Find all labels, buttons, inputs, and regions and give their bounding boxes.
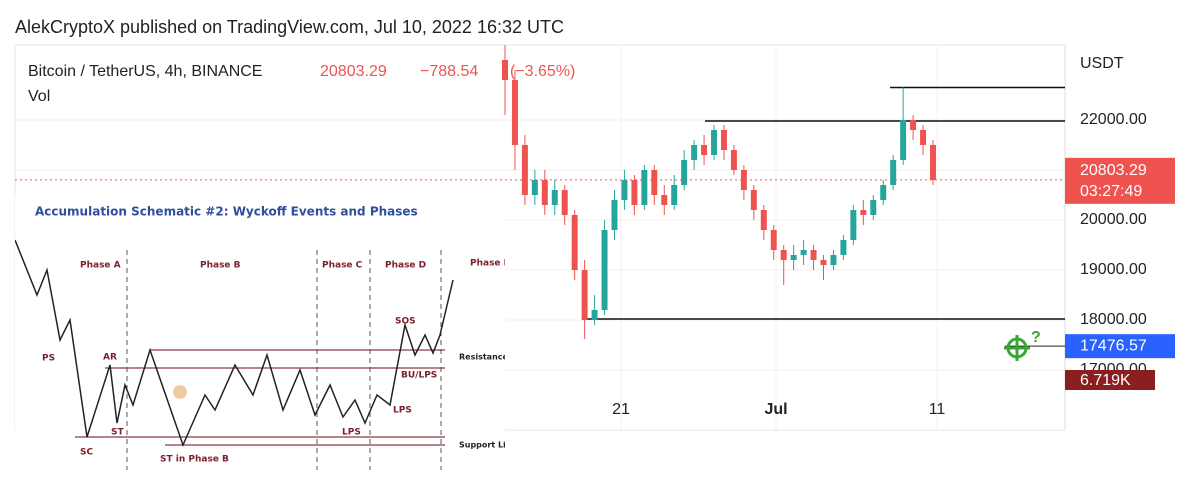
phase-label: Phase A — [80, 261, 121, 271]
y-tick-label: 19000.00 — [1080, 261, 1147, 278]
event: SOS — [395, 317, 416, 327]
event: ST — [111, 428, 124, 438]
last-price-label: 20803.29 — [1080, 162, 1147, 179]
candle-body — [830, 255, 837, 265]
x-tick-label: 21 — [612, 401, 630, 418]
candle-body — [621, 180, 628, 200]
candle-body — [502, 60, 508, 80]
candle-body — [770, 230, 777, 250]
event: ST in Phase B — [160, 455, 229, 465]
candle-body — [720, 130, 727, 150]
phase-label: Phase B — [200, 261, 241, 271]
candle-body — [631, 180, 638, 205]
candle-body — [601, 230, 608, 310]
candle-body — [591, 310, 598, 320]
change: −788.54 — [420, 63, 478, 80]
candle-body — [651, 170, 658, 195]
last-price: 20803.29 — [320, 63, 387, 80]
candle-body — [581, 270, 588, 320]
candle-body — [611, 200, 618, 230]
currency: USDT — [1080, 55, 1124, 72]
candle-body — [681, 160, 688, 185]
cursor-price-label: 17476.57 — [1080, 337, 1147, 354]
candle-body — [780, 250, 787, 260]
candle-body — [760, 210, 767, 230]
candle-body — [511, 80, 518, 145]
wyckoff-overlay: Accumulation Schematic #2: Wyckoff Event… — [14, 195, 535, 475]
publisher: AlekCryptoX published on TradingView.com… — [15, 17, 564, 37]
volume-label: 6.719K — [1080, 372, 1131, 389]
event: SC — [80, 448, 93, 458]
y-tick-label: 22000.00 — [1080, 111, 1147, 128]
candle-body — [880, 185, 887, 200]
candle-body — [521, 145, 528, 195]
event: BU/LPS — [401, 371, 437, 381]
volume-title: Vol — [28, 88, 50, 105]
candle-body — [531, 180, 538, 195]
event: LPS — [393, 406, 412, 416]
x-tick-label: Jul — [764, 401, 787, 418]
y-tick-label: 20000.00 — [1080, 211, 1147, 228]
last-price-box — [1065, 157, 1175, 204]
candle-body — [571, 215, 578, 270]
candle-body — [551, 190, 558, 205]
candle-body — [711, 130, 718, 155]
svg-text:?: ? — [1031, 329, 1041, 346]
candle-body — [750, 190, 757, 210]
event: LPS — [342, 428, 361, 438]
candle-body — [920, 130, 927, 145]
candle-body — [840, 240, 847, 255]
candle-body — [701, 145, 708, 155]
volume-box — [1065, 370, 1155, 390]
x-tick-label: 11 — [929, 401, 946, 418]
candle-body — [671, 185, 678, 205]
symbol: Bitcoin / TetherUS, 4h, BINANCE — [28, 63, 262, 80]
hand-icon — [173, 385, 187, 399]
crosshair-icon: ? — [1004, 329, 1041, 361]
candle-body — [800, 250, 807, 255]
candle-body — [850, 210, 857, 240]
resistance-label: Resistance Lines — [459, 353, 505, 362]
change-pct: (−3.65%) — [510, 63, 575, 80]
candle-body — [910, 120, 917, 130]
cursor-price-box — [1065, 334, 1175, 359]
candle-body — [900, 120, 907, 160]
phase-label: Phase D — [385, 261, 426, 271]
phase-label: Phase E — [470, 259, 505, 269]
candle-body — [810, 250, 817, 260]
candle-body — [561, 190, 568, 215]
candle-body — [870, 200, 877, 215]
candle-body — [930, 145, 936, 180]
candle-body — [790, 255, 797, 260]
candle-body — [860, 210, 867, 215]
y-tick-label: 18000.00 — [1080, 311, 1147, 328]
overlay-title: Accumulation Schematic #2: Wyckoff Event… — [35, 205, 418, 219]
candle-body — [691, 145, 698, 160]
candle-body — [730, 150, 737, 170]
candle-body — [661, 195, 668, 205]
event: AR — [103, 353, 117, 363]
candle-body — [740, 170, 747, 190]
countdown: 03:27:49 — [1080, 183, 1142, 200]
support-label: Support Lines — [459, 441, 505, 450]
wyckoff-diagram: Accumulation Schematic #2: Wyckoff Event… — [14, 205, 535, 470]
candle-body — [541, 180, 548, 205]
candle-body — [820, 260, 827, 265]
event: PS — [42, 354, 55, 364]
candle-body — [890, 160, 897, 185]
candle-body — [641, 170, 648, 205]
phase-label: Phase C — [322, 261, 363, 271]
